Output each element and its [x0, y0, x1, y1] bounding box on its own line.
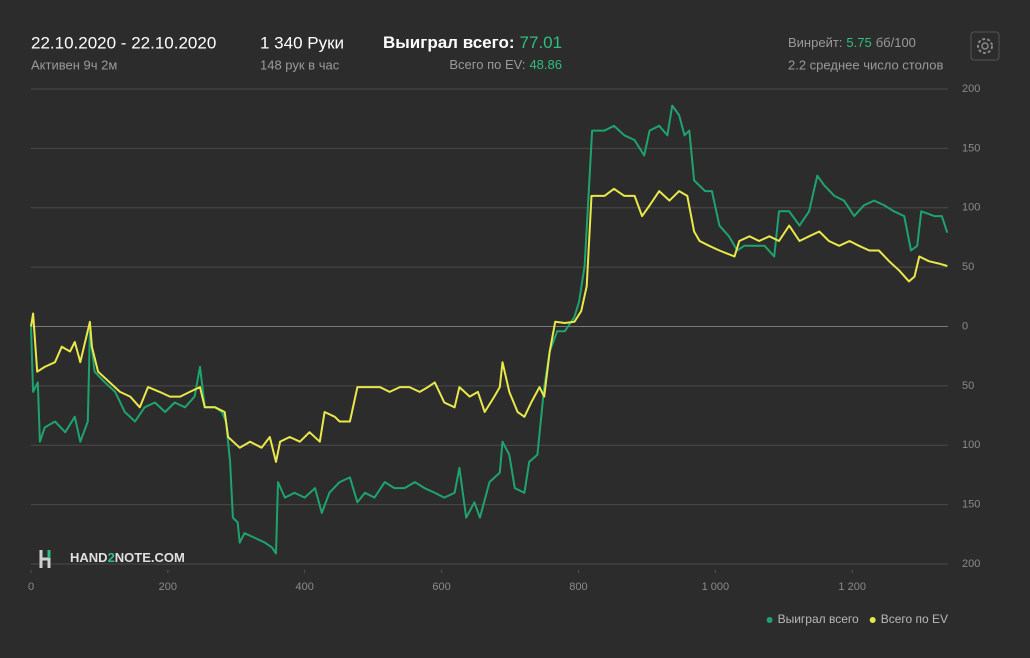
legend-marker	[766, 617, 773, 623]
logo-text: HAND2NOTE.COM	[70, 550, 185, 565]
ev-label: Всего по EV:	[449, 57, 525, 72]
logo-part: HAND	[70, 550, 108, 565]
active-time: Активен 9ч 2м	[31, 57, 117, 72]
logo-part: 2	[108, 550, 115, 565]
gear-hole	[981, 42, 989, 50]
settings-frame[interactable]	[970, 31, 1000, 61]
settings-button[interactable]	[970, 31, 1000, 61]
y-tick-label: 100	[962, 202, 980, 214]
legend-label: Всего по EV	[881, 612, 948, 626]
won-total: Выиграл всего: 77.01	[383, 33, 562, 52]
x-tick-label: 1 200	[838, 581, 866, 593]
logo: HAND2NOTE.COM	[39, 550, 185, 568]
ev-value: 48.86	[529, 57, 562, 72]
hands-per-hour: 148 рук в час	[260, 57, 340, 72]
winrate-unit: бб/100	[876, 35, 916, 50]
winrate-label: Винрейт:	[788, 35, 842, 50]
x-tick-label: 200	[159, 581, 177, 593]
winrate-value: 5.75	[846, 35, 871, 50]
legend: Всего по EV Выиграл всего	[766, 612, 948, 626]
y-tick-label: 100	[962, 439, 980, 451]
x-tick-label: 600	[432, 581, 450, 593]
y-tick-label: 150	[962, 499, 980, 511]
logo-part: NOTE.COM	[115, 550, 185, 565]
series-line	[30, 104, 949, 555]
x-tick-label: 800	[569, 581, 587, 593]
legend-marker	[869, 617, 876, 623]
winrate: Винрейт: 5.75 бб/100	[788, 35, 916, 50]
tables: 2.2 среднее число столов	[788, 57, 944, 72]
legend-label: Выиграл всего	[778, 612, 859, 626]
x-tick-label: 1 000	[702, 581, 730, 593]
won-value: 77.01	[520, 33, 563, 52]
ev-total: Всего по EV: 48.86	[449, 57, 562, 72]
plot: 200 150 100 50 0 50 100 150 200 0 200 400 600 800 1 00…	[28, 83, 980, 593]
won-label: Выиграл всего:	[383, 33, 515, 52]
y-tick-label: 50	[962, 261, 974, 273]
date-range: 22.10.2020 - 22.10.2020	[31, 33, 216, 52]
series-line	[30, 187, 948, 463]
y-tick-label: 50	[962, 380, 974, 392]
y-tick-label: 200	[962, 558, 980, 570]
hands: 1 340 Руки	[260, 33, 344, 52]
x-tick-label: 0	[28, 581, 34, 593]
y-tick-label: 200	[962, 83, 980, 95]
gear-icon[interactable]	[977, 38, 993, 54]
y-tick-label: 0	[962, 320, 968, 332]
x-tick-label: 400	[296, 581, 314, 593]
y-tick-label: 150	[962, 142, 980, 154]
